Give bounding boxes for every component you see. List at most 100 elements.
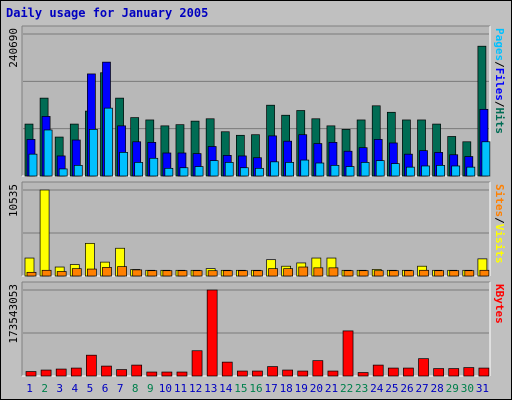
- x-tick-label: 8: [132, 382, 139, 395]
- bar-kbytes-day-5: [86, 354, 97, 377]
- bar-sites-day-14: [222, 270, 233, 277]
- bar-pages-day-12: [194, 166, 204, 177]
- legend: Pages/Files/Hits: [493, 28, 506, 134]
- bar-sites-day-31: [479, 269, 490, 277]
- y-max-label: 10535: [7, 184, 20, 217]
- bar-kbytes-day-14: [221, 361, 233, 377]
- bar-pages-day-15: [240, 167, 249, 177]
- legend-hits: Hits: [493, 108, 506, 135]
- x-tick-label: 26: [400, 382, 413, 395]
- bar-sites-day-23: [358, 270, 369, 277]
- bar-kbytes-day-28: [433, 368, 444, 377]
- bar-sites-day-21: [328, 267, 339, 277]
- x-tick-label: 31: [476, 382, 489, 395]
- bar-pages-day-10: [164, 167, 174, 177]
- x-tick-label: 22: [340, 382, 353, 395]
- legend-kbytes: KBytes: [493, 284, 506, 324]
- x-tick-label: 21: [325, 382, 338, 395]
- bar-visits-day-2: [39, 189, 50, 277]
- bar-kbytes-day-9: [146, 371, 158, 377]
- x-tick-label: 25: [385, 382, 398, 395]
- legend-files: Files: [493, 68, 506, 101]
- x-tick-label: 27: [415, 382, 428, 395]
- bar-kbytes-day-12: [191, 350, 203, 377]
- bar-kbytes-day-23: [357, 372, 369, 377]
- bar-kbytes-day-15: [237, 370, 248, 377]
- x-tick-label: 18: [280, 382, 293, 395]
- bar-pages-day-5: [89, 129, 98, 177]
- bar-pages-day-31: [481, 141, 491, 177]
- bar-sites-day-25: [388, 270, 399, 277]
- bar-sites-day-9: [147, 270, 158, 277]
- x-tick-label: 10: [159, 382, 172, 395]
- bar-sites-day-17: [268, 268, 278, 277]
- bar-sites-day-2: [41, 269, 52, 277]
- bar-pages-day-16: [255, 167, 264, 177]
- bar-kbytes-day-22: [342, 330, 354, 377]
- bar-sites-day-3: [56, 271, 67, 277]
- bar-sites-day-22: [343, 270, 354, 277]
- x-tick-label: 17: [264, 382, 277, 395]
- x-tick-label: 19: [295, 382, 308, 395]
- bar-sites-day-18: [283, 268, 293, 277]
- bar-sites-day-15: [238, 270, 248, 277]
- bar-sites-day-10: [162, 270, 173, 277]
- bar-sites-day-29: [449, 270, 460, 277]
- bar-kbytes-day-16: [252, 370, 263, 377]
- bar-kbytes-day-3: [55, 368, 67, 377]
- bar-pages-day-1: [28, 153, 38, 177]
- bar-sites-day-27: [419, 269, 429, 277]
- bar-pages-day-29: [451, 165, 461, 177]
- x-tick-label: 13: [204, 382, 217, 395]
- bar-sites-day-24: [373, 270, 384, 277]
- x-tick-label: 30: [461, 382, 474, 395]
- bar-pages-day-13: [209, 160, 219, 177]
- bar-kbytes-day-7: [116, 369, 127, 377]
- bar-kbytes-day-11: [176, 371, 188, 377]
- legend: KBytes: [493, 284, 506, 324]
- bar-pages-day-25: [390, 163, 400, 177]
- x-tick-label: 15: [234, 382, 247, 395]
- bar-pages-day-19: [300, 159, 310, 177]
- x-tick-label: 14: [219, 382, 233, 395]
- bar-pages-day-30: [466, 166, 476, 177]
- bar-kbytes-day-13: [206, 289, 218, 377]
- x-tick-label: 1: [26, 382, 33, 395]
- panel-bottom: 173543053 KBytes: [7, 281, 506, 377]
- legend-visits: Visits: [493, 224, 506, 264]
- bar-kbytes-day-19: [297, 370, 309, 377]
- x-tick-label: 3: [56, 382, 63, 395]
- bar-pages-day-18: [285, 162, 294, 177]
- bar-kbytes-day-25: [387, 367, 399, 377]
- bar-pages-day-28: [436, 165, 445, 177]
- x-tick-label: 7: [117, 382, 124, 395]
- legend-pages: Pages: [493, 28, 506, 61]
- bar-kbytes-day-24: [372, 364, 384, 377]
- panel-middle: 10535 Sites/Visits: [7, 181, 506, 277]
- bar-pages-day-17: [270, 161, 279, 177]
- x-tick-label: 12: [189, 382, 202, 395]
- bar-kbytes-day-31: [478, 367, 490, 377]
- x-tick-label: 5: [87, 382, 94, 395]
- bar-sites-day-1: [26, 271, 37, 277]
- panel-background: [22, 182, 490, 276]
- bar-kbytes-day-26: [403, 367, 414, 377]
- bar-pages-day-9: [149, 157, 159, 177]
- bar-pages-day-11: [179, 167, 189, 177]
- bar-kbytes-day-29: [448, 368, 460, 377]
- bar-pages-day-21: [330, 165, 340, 177]
- bar-pages-day-14: [224, 162, 234, 177]
- bar-sites-day-8: [132, 269, 143, 277]
- bar-pages-day-24: [375, 160, 385, 177]
- bar-sites-day-20: [313, 267, 324, 277]
- bar-pages-day-6: [104, 107, 113, 177]
- bar-pages-day-20: [315, 162, 325, 177]
- bar-kbytes-day-10: [161, 371, 173, 377]
- y-max-label: 240690: [7, 28, 20, 68]
- bar-kbytes-day-17: [267, 366, 278, 377]
- bar-pages-day-2: [43, 129, 53, 177]
- x-tick-label: 20: [310, 382, 323, 395]
- bar-pages-day-22: [345, 166, 355, 177]
